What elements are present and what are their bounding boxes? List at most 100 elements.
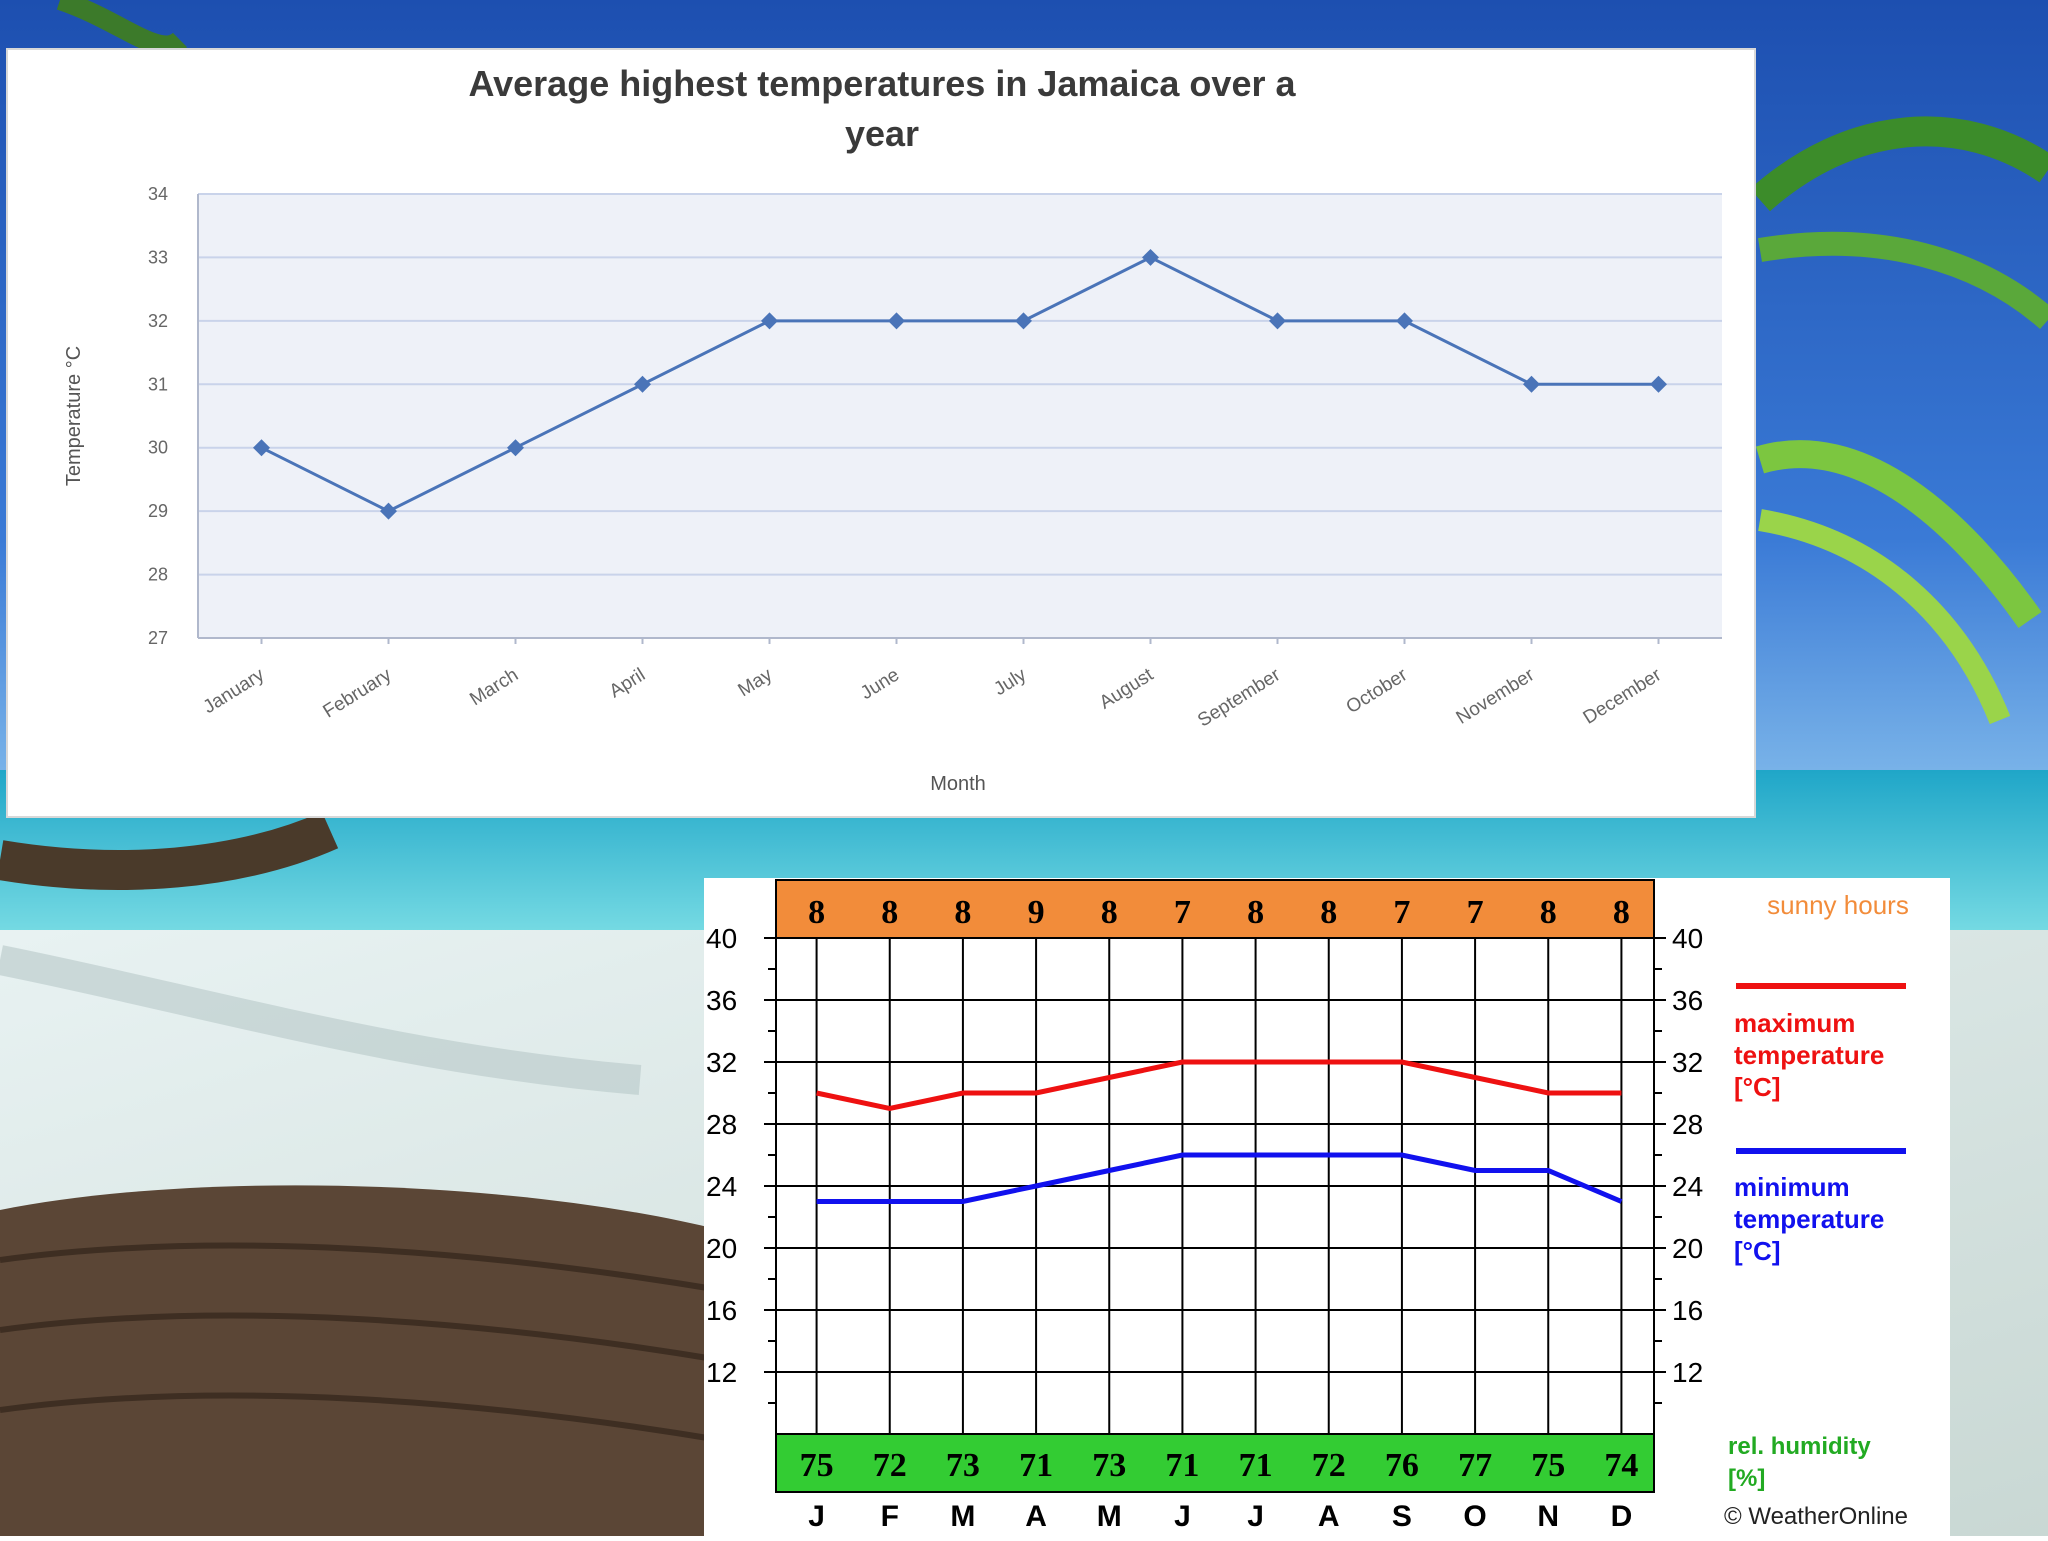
month-label-m: M (950, 1500, 975, 1533)
x-tick-july: July (990, 664, 1030, 700)
month-label-o: O (1463, 1500, 1486, 1533)
month-label-d: D (1611, 1500, 1633, 1533)
right-y-tick-36: 36 (1672, 985, 1703, 1016)
y-tick-31: 31 (148, 374, 168, 394)
month-label-a: A (1318, 1500, 1340, 1533)
sunny-hours-value: 8 (1101, 894, 1118, 931)
right-y-tick-16: 16 (1672, 1295, 1703, 1326)
plot-area (198, 194, 1722, 638)
legend-sunny-hours: sunny hours (1767, 890, 1909, 920)
y-tick-labels: 27 28 29 30 31 32 33 34 (148, 184, 168, 648)
y-tick-27: 27 (148, 628, 168, 648)
x-tick-august: August (1096, 664, 1158, 714)
chart-title-line-1: Average highest temperatures in Jamaica … (468, 63, 1296, 104)
x-tick-february: February (320, 664, 396, 722)
x-tick-labels: January February March April May June July Augu… (200, 638, 1666, 731)
data-point-june (888, 312, 905, 330)
humidity-value: 74 (1604, 1447, 1638, 1484)
sunny-hours-value: 8 (808, 894, 825, 931)
legend-max-line-2: temperature (1734, 1040, 1884, 1070)
month-label-j: J (808, 1500, 825, 1533)
x-tick-may: May (735, 664, 777, 701)
grid-lines (764, 937, 1666, 1434)
x-tick-october: October (1343, 664, 1412, 718)
x-tick-april: April (606, 664, 649, 702)
humidity-value: 71 (1239, 1447, 1273, 1484)
max-temperature-line (816, 1059, 1622, 1112)
sunny-hours-value: 7 (1467, 894, 1484, 931)
right-y-tick-12: 12 (1672, 1357, 1703, 1388)
x-tick-december: December (1580, 664, 1666, 729)
month-label-j: J (1174, 1500, 1191, 1533)
humidity-value: 76 (1385, 1447, 1419, 1484)
humidity-values: 75 72 73 71 73 71 71 72 76 77 75 74 (800, 1447, 1639, 1484)
sunny-hours-value: 8 (954, 894, 971, 931)
sunny-hours-band (775, 879, 1655, 939)
right-y-tick-24: 24 (1672, 1171, 1703, 1202)
data-point-february (380, 502, 397, 520)
left-y-tick-40: 40 (706, 923, 737, 954)
humidity-value: 73 (946, 1447, 980, 1484)
chart-title-line-2: year (845, 113, 919, 154)
y-tick-29: 29 (148, 501, 168, 521)
min-temperature-line (816, 1152, 1623, 1204)
humidity-band (775, 1433, 1655, 1493)
legend-min-line-3: [°C] (1734, 1236, 1781, 1266)
y-tick-28: 28 (148, 565, 168, 585)
x-tick-september: September (1194, 664, 1285, 731)
legend-min-line-2: temperature (1734, 1204, 1884, 1234)
x-tick-june: June (857, 664, 903, 704)
data-point-may (761, 312, 778, 330)
sunny-hours-value: 9 (1028, 894, 1045, 931)
series-line (260, 255, 1659, 513)
humidity-value: 77 (1458, 1447, 1492, 1484)
right-y-tick-40: 40 (1672, 923, 1703, 954)
month-label-s: S (1392, 1500, 1412, 1533)
humidity-value: 73 (1092, 1447, 1126, 1484)
sunny-hours-value: 7 (1393, 894, 1410, 931)
legend-humidity-line-1: rel. humidity (1728, 1433, 1871, 1460)
legend-humidity-line-2: [%] (1728, 1465, 1765, 1492)
humidity-value: 71 (1165, 1447, 1199, 1484)
sunny-hours-value: 8 (1247, 894, 1264, 931)
month-label-f: F (881, 1500, 899, 1533)
left-y-tick-36: 36 (706, 985, 737, 1016)
x-tick-march: March (466, 664, 522, 710)
left-y-tick-12: 12 (706, 1357, 737, 1388)
legend-max-line-3: [°C] (1734, 1072, 1781, 1102)
humidity-value: 75 (1531, 1447, 1565, 1484)
data-point-april (634, 375, 651, 393)
left-y-tick-32: 32 (706, 1047, 737, 1078)
humidity-value: 71 (1019, 1447, 1053, 1484)
y-axis-label: Temperature °C (63, 346, 85, 486)
month-label-j: J (1247, 1500, 1264, 1533)
legend-min-line-1: minimum (1734, 1172, 1850, 1202)
y-tick-30: 30 (148, 438, 168, 458)
left-y-tick-labels: 12 16 20 24 28 32 36 40 (706, 923, 737, 1388)
data-point-march (507, 439, 524, 457)
left-y-tick-28: 28 (706, 1109, 737, 1140)
left-y-tick-16: 16 (706, 1295, 737, 1326)
month-label-m: M (1097, 1500, 1122, 1533)
y-tick-32: 32 (148, 311, 168, 331)
sunny-hours-value: 7 (1174, 894, 1191, 931)
humidity-value: 72 (873, 1447, 907, 1484)
x-tick-november: November (1453, 664, 1539, 729)
y-tick-34: 34 (148, 184, 168, 204)
y-tick-33: 33 (148, 247, 168, 267)
sunny-hours-values: 8 8 8 9 8 7 8 8 7 7 8 8 (808, 894, 1630, 931)
weatheronline-climate-chart-panel: 12 16 20 24 28 32 36 40 12 16 20 24 28 32 36 40 8 8 8 9 8 7… (704, 878, 1950, 1536)
highest-temperatures-chart-panel: Average highest temperatures in Jamaica … (6, 48, 1756, 818)
left-y-tick-20: 20 (706, 1233, 737, 1264)
right-y-tick-32: 32 (1672, 1047, 1703, 1078)
legend-max-line-1: maximum (1734, 1008, 1855, 1038)
sunny-hours-value: 8 (1613, 894, 1630, 931)
month-label-a: A (1025, 1500, 1047, 1533)
weatheronline-credit: © WeatherOnline (1724, 1503, 1908, 1530)
highest-temperatures-chart: Average highest temperatures in Jamaica … (63, 63, 1722, 795)
humidity-value: 72 (1312, 1447, 1346, 1484)
right-y-tick-labels: 12 16 20 24 28 32 36 40 (1672, 923, 1703, 1388)
left-y-tick-24: 24 (706, 1171, 737, 1202)
x-tick-january: January (200, 664, 269, 718)
